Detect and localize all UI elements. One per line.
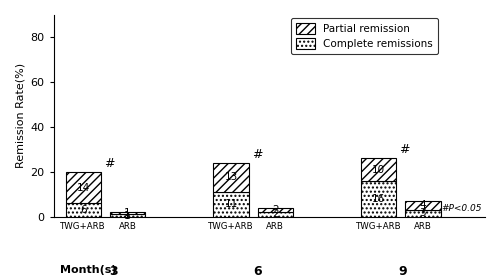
Text: 10: 10 — [372, 165, 385, 175]
Bar — [405, 201, 440, 210]
Text: #: # — [400, 143, 410, 156]
Bar — [258, 212, 293, 217]
Text: 11: 11 — [224, 199, 237, 209]
Text: 14: 14 — [76, 182, 90, 193]
Text: 6: 6 — [80, 205, 86, 215]
Text: 2: 2 — [272, 205, 278, 215]
Text: 9: 9 — [398, 265, 407, 278]
Bar — [110, 215, 146, 217]
Bar — [110, 212, 146, 215]
Text: 3: 3 — [109, 265, 118, 278]
Text: 16: 16 — [372, 194, 386, 204]
Text: 1: 1 — [124, 208, 131, 218]
Text: Month(s): Month(s) — [60, 265, 116, 275]
Bar — [405, 210, 440, 217]
Text: 6: 6 — [254, 265, 262, 278]
Bar — [66, 172, 101, 203]
Text: #: # — [252, 148, 262, 161]
Bar — [361, 158, 396, 181]
Text: 1: 1 — [124, 211, 131, 220]
Text: 3: 3 — [420, 208, 426, 218]
Legend: Partial remission, Complete remissions: Partial remission, Complete remissions — [290, 18, 438, 54]
Bar — [213, 192, 248, 217]
Bar — [213, 163, 248, 192]
Text: 4: 4 — [420, 200, 426, 210]
Text: #P<0.05: #P<0.05 — [442, 204, 482, 213]
Y-axis label: Remission Rate(%): Remission Rate(%) — [15, 63, 25, 169]
Bar — [66, 203, 101, 217]
Bar — [361, 181, 396, 217]
Bar — [258, 208, 293, 212]
Text: 13: 13 — [224, 172, 237, 182]
Text: #: # — [104, 157, 115, 170]
Text: 2: 2 — [272, 210, 278, 219]
